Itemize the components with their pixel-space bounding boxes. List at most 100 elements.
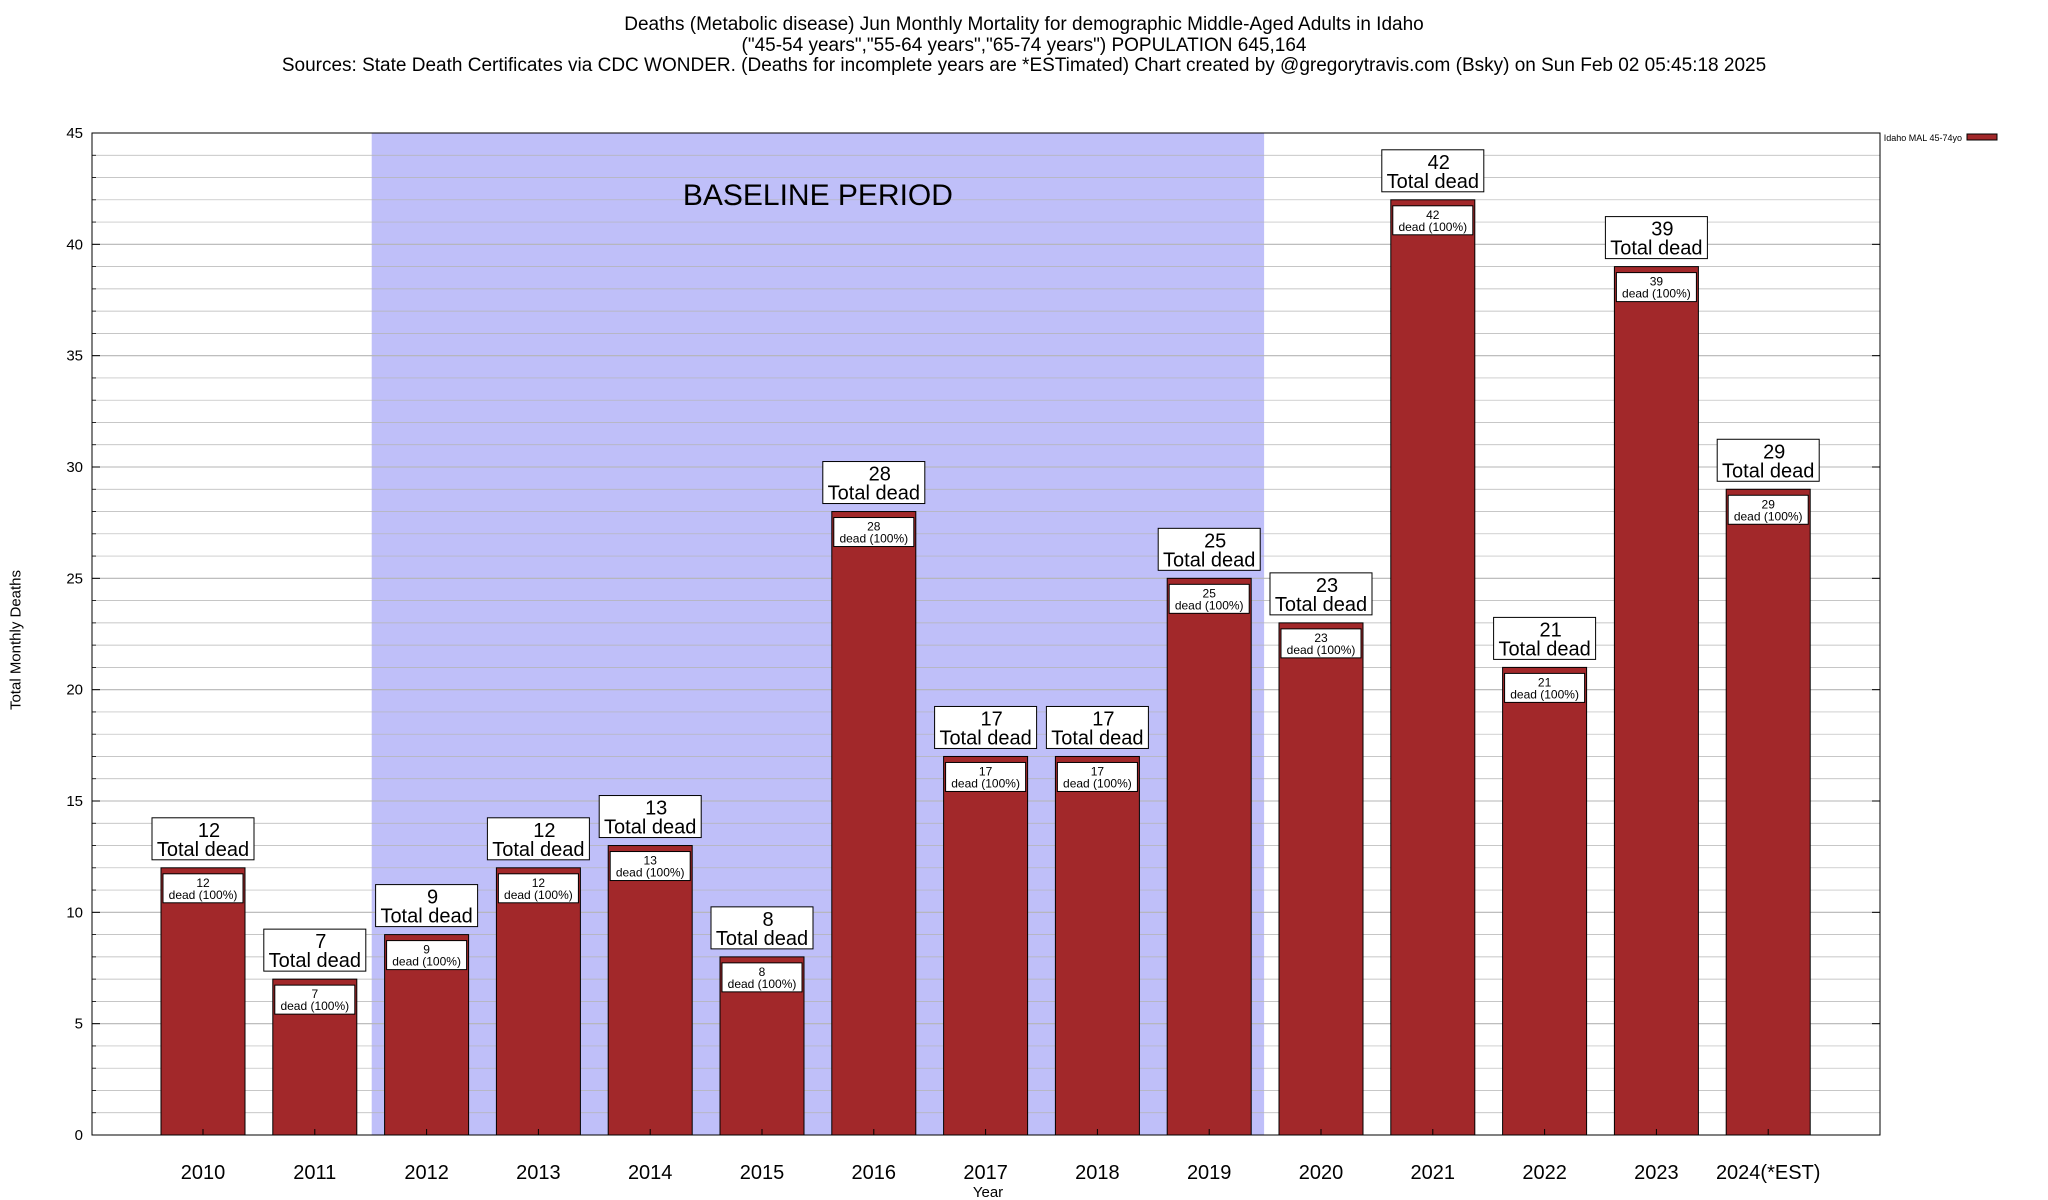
bar — [1613, 266, 1699, 1136]
y-tick-label: 20 — [66, 682, 83, 699]
baseline-period-label: BASELINE PERIOD — [683, 179, 953, 212]
total-value-label: 29 — [1763, 441, 1785, 463]
inner-value-label: 17 — [979, 764, 993, 778]
inner-value-label: 39 — [1650, 275, 1664, 289]
y-tick-label: 30 — [66, 459, 83, 476]
y-tick-label: 35 — [66, 348, 83, 365]
inner-percent-label: dead (100%) — [280, 999, 349, 1013]
inner-percent-label: dead (100%) — [1063, 776, 1132, 790]
inner-label-box — [1504, 672, 1586, 703]
inner-label-box — [721, 962, 803, 993]
inner-label-box — [609, 851, 691, 882]
inner-percent-label: dead (100%) — [504, 888, 573, 902]
bar — [1725, 488, 1811, 1136]
total-label-box — [1045, 705, 1149, 749]
inner-percent-label: dead (100%) — [616, 866, 685, 880]
y-tick-label: 0 — [75, 1127, 83, 1144]
total-dead-label: Total dead — [604, 817, 696, 839]
total-dead-label: Total dead — [1387, 171, 1479, 193]
total-label-box — [375, 884, 479, 928]
total-value-label: 25 — [1204, 530, 1226, 552]
x-axis-label: Year — [973, 1184, 1003, 1200]
total-dead-label: Total dead — [716, 928, 808, 950]
total-value-label: 12 — [533, 820, 555, 842]
total-dead-label: Total dead — [828, 483, 920, 505]
inner-label-box — [497, 873, 579, 904]
inner-value-label: 21 — [1538, 675, 1552, 689]
total-value-label: 9 — [427, 887, 438, 909]
total-dead-label: Total dead — [1163, 549, 1255, 571]
total-label-box — [151, 817, 255, 861]
x-tick-label: 2020 — [1299, 1162, 1344, 1184]
bar — [1054, 755, 1140, 1136]
bar — [607, 845, 693, 1136]
inner-value-label: 12 — [532, 876, 546, 890]
total-label-box — [263, 928, 367, 972]
inner-value-label: 28 — [867, 520, 881, 534]
inner-value-label: 9 — [423, 943, 430, 957]
total-dead-label: Total dead — [1051, 727, 1143, 749]
inner-value-label: 7 — [311, 987, 318, 1001]
legend-swatch — [1966, 133, 1998, 141]
total-value-label: 17 — [980, 708, 1002, 730]
inner-label-box — [1280, 628, 1362, 659]
y-tick-label: 15 — [66, 793, 83, 810]
total-dead-label: Total dead — [380, 906, 472, 928]
total-value-label: 12 — [198, 820, 220, 842]
inner-value-label: 25 — [1203, 586, 1217, 600]
x-tick-label: 2017 — [963, 1162, 1008, 1184]
inner-percent-label: dead (100%) — [169, 888, 238, 902]
inner-value-label: 12 — [196, 876, 210, 890]
total-dead-label: Total dead — [939, 727, 1031, 749]
bar — [1166, 577, 1252, 1136]
inner-label-box — [1615, 272, 1697, 303]
x-tick-label: 2011 — [293, 1162, 336, 1184]
inner-label-box — [1727, 494, 1809, 525]
bar — [1278, 622, 1364, 1136]
inner-label-box — [945, 761, 1027, 792]
y-tick-label: 45 — [66, 125, 83, 142]
inner-percent-label: dead (100%) — [951, 776, 1020, 790]
total-label-box — [1716, 438, 1820, 482]
inner-value-label: 23 — [1314, 631, 1328, 645]
total-value-label: 21 — [1539, 619, 1561, 641]
x-tick-label: 2010 — [181, 1162, 226, 1184]
inner-percent-label: dead (100%) — [728, 977, 797, 991]
y-tick-label: 10 — [66, 904, 83, 921]
x-tick-label: 2022 — [1522, 1162, 1567, 1184]
total-label-box — [486, 817, 590, 861]
inner-value-label: 29 — [1762, 497, 1776, 511]
total-label-box — [1493, 616, 1597, 660]
x-tick-label: 2015 — [740, 1162, 785, 1184]
inner-label-box — [1168, 583, 1250, 614]
y-tick-label: 40 — [66, 236, 83, 253]
title-line-2: ("45-54 years","55-64 years","65-74 year… — [741, 35, 1307, 56]
inner-percent-label: dead (100%) — [839, 532, 908, 546]
total-dead-label: Total dead — [1498, 638, 1590, 660]
inner-percent-label: dead (100%) — [1398, 220, 1467, 234]
inner-percent-label: dead (100%) — [1622, 287, 1691, 301]
x-tick-label: 2021 — [1411, 1162, 1456, 1184]
inner-label-box — [162, 873, 244, 904]
total-label-box — [1157, 527, 1261, 571]
bar — [943, 755, 1029, 1136]
y-tick-label: 5 — [75, 1016, 83, 1033]
inner-percent-label: dead (100%) — [1510, 687, 1579, 701]
x-tick-label: 2014 — [628, 1162, 673, 1184]
inner-value-label: 42 — [1426, 208, 1440, 222]
total-value-label: 39 — [1651, 219, 1673, 241]
inner-percent-label: dead (100%) — [392, 955, 461, 969]
total-value-label: 42 — [1428, 152, 1450, 174]
inner-label-box — [1392, 205, 1474, 236]
total-dead-label: Total dead — [269, 950, 361, 972]
total-label-box — [1381, 149, 1485, 193]
bar — [1390, 199, 1476, 1136]
total-label-box — [598, 795, 702, 839]
total-value-label: 17 — [1092, 708, 1114, 730]
x-tick-label: 2019 — [1187, 1162, 1232, 1184]
total-value-label: 23 — [1316, 575, 1338, 597]
total-dead-label: Total dead — [1610, 238, 1702, 260]
total-dead-label: Total dead — [157, 839, 249, 861]
title-line-1: Deaths (Metabolic disease) Jun Monthly M… — [624, 14, 1424, 35]
